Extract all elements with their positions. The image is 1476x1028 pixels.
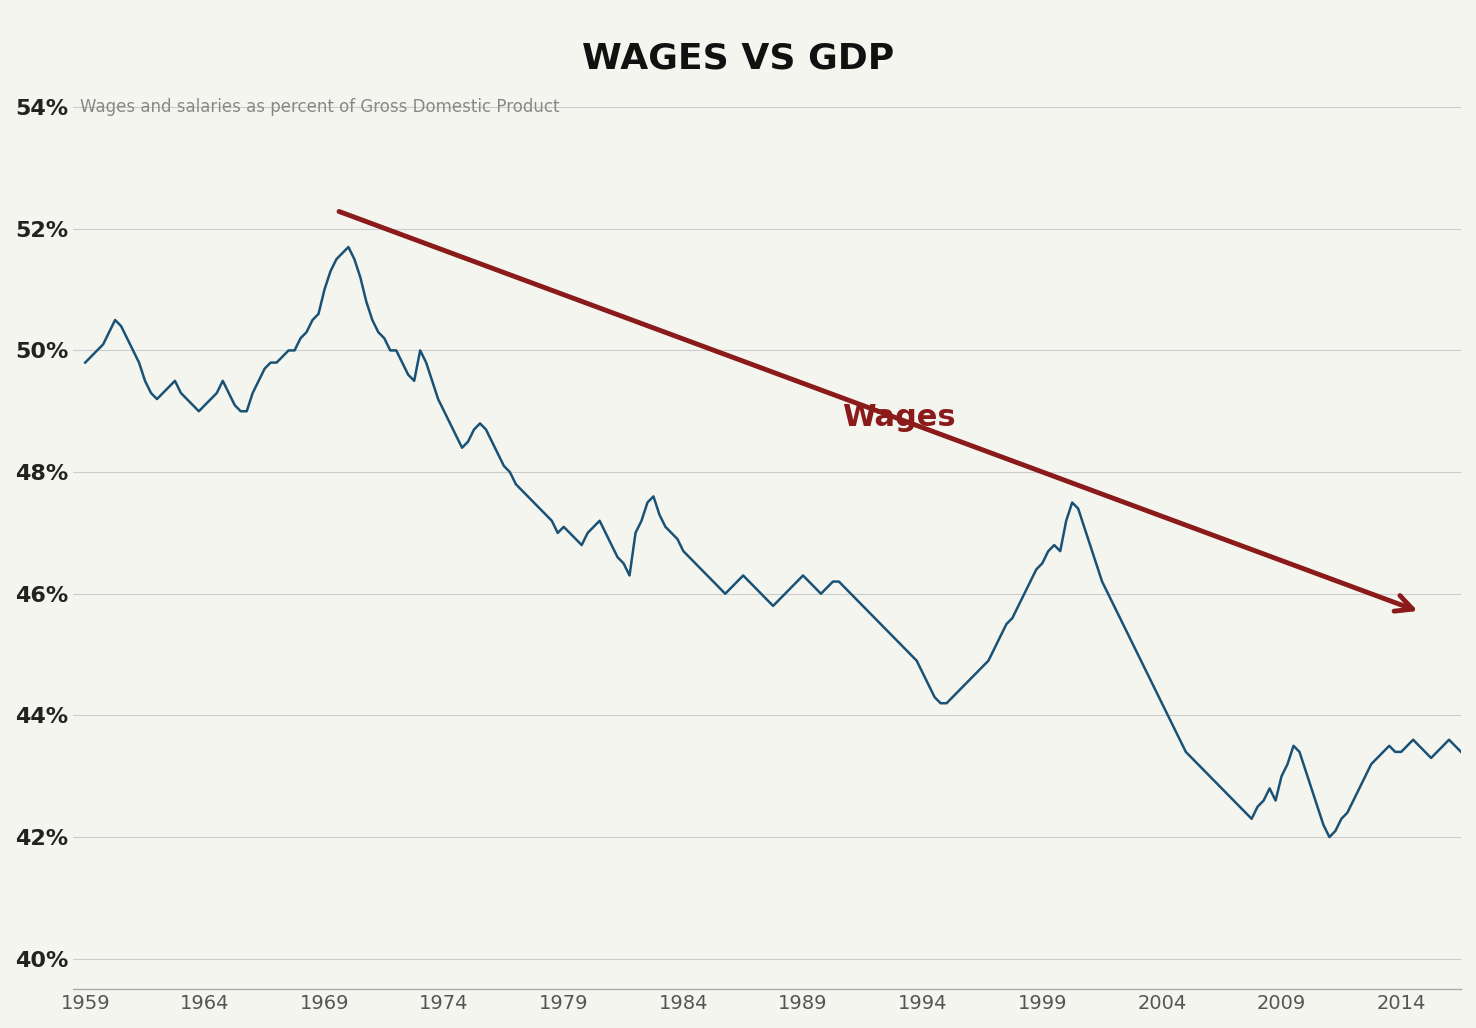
- Text: WAGES VS GDP: WAGES VS GDP: [582, 41, 894, 75]
- Text: Wages and salaries as percent of Gross Domestic Product: Wages and salaries as percent of Gross D…: [80, 98, 559, 116]
- Text: Wages: Wages: [841, 403, 955, 432]
